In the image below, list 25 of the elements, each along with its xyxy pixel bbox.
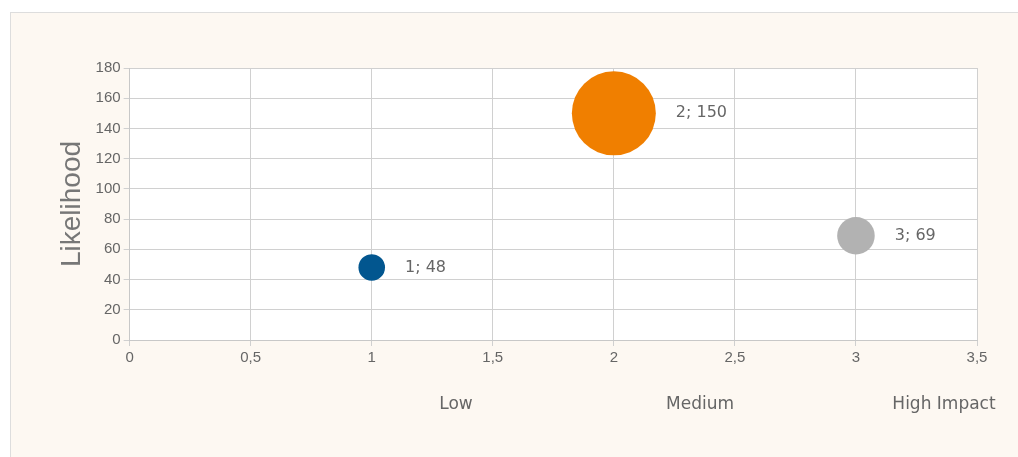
y-tick-label: 140	[95, 118, 121, 136]
y-tick-label: 40	[103, 269, 121, 287]
y-tick-label: 80	[103, 209, 121, 227]
y-tick-label: 120	[95, 148, 121, 166]
x-tick-label: 2,5	[724, 348, 746, 366]
x-tick-label: 1,5	[482, 348, 504, 366]
y-axis-title: Likelihood	[54, 140, 86, 268]
text: Medium	[666, 393, 734, 413]
data-label: 1; 48	[405, 256, 447, 276]
data-label: 2; 150	[675, 102, 728, 122]
x-tick-label: 2	[609, 348, 619, 366]
y-tick-label: 20	[103, 299, 121, 317]
y-tick-label: 180	[95, 58, 121, 76]
x-tick-label: 1	[367, 348, 376, 366]
y-tick-label: 160	[95, 88, 121, 106]
text: Low	[439, 393, 473, 413]
x-tick-label: 3	[851, 348, 861, 366]
x-tick-label: 0,5	[240, 348, 262, 366]
data-label: 3; 69	[894, 224, 936, 244]
x-tick-label: 3,5	[966, 348, 988, 366]
x-tick-label: 0	[125, 348, 134, 366]
text: High Impact	[892, 393, 996, 413]
y-tick-label: 0	[112, 330, 121, 348]
y-tick-label: 100	[95, 179, 121, 197]
y-tick-label: 60	[103, 239, 121, 257]
